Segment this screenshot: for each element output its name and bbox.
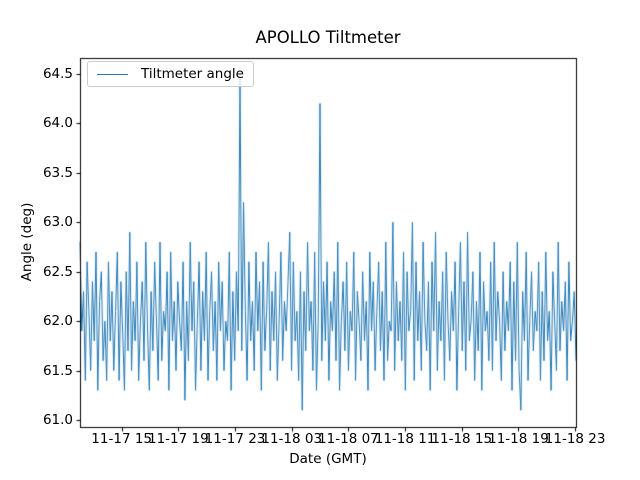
y-tick-label: 62.0 [42,313,73,330]
x-tick-label: 11-17 19 [147,431,209,447]
x-tick-label: 11-17 15 [91,431,153,447]
x-tick-label: 11-17 23 [204,431,266,447]
x-axis-label: Date (GMT) [289,451,367,467]
legend: Tiltmeter angle [87,61,254,87]
y-tick-label: 61.5 [42,362,73,379]
x-tick-label: 11-18 07 [318,431,379,447]
x-tick-label: 11-18 11 [374,431,436,447]
legend-label: Tiltmeter angle [141,66,244,82]
x-tick-label: 11-18 03 [261,431,323,447]
chart-title: APOLLO Tiltmeter [255,28,401,47]
x-tick-label: 11-18 15 [431,431,493,447]
x-tick-label: 11-18 19 [488,431,549,447]
x-tick-label: 11-18 23 [544,431,606,447]
y-tick-label: 61.0 [42,412,73,429]
y-tick-label: 63.5 [42,164,73,181]
y-tick-label: 64.0 [42,115,73,132]
y-tick-label: 64.5 [42,65,73,82]
y-tick-label: 63.0 [42,214,73,231]
legend-line-sample [97,73,128,75]
y-tick-label: 62.5 [42,263,73,280]
